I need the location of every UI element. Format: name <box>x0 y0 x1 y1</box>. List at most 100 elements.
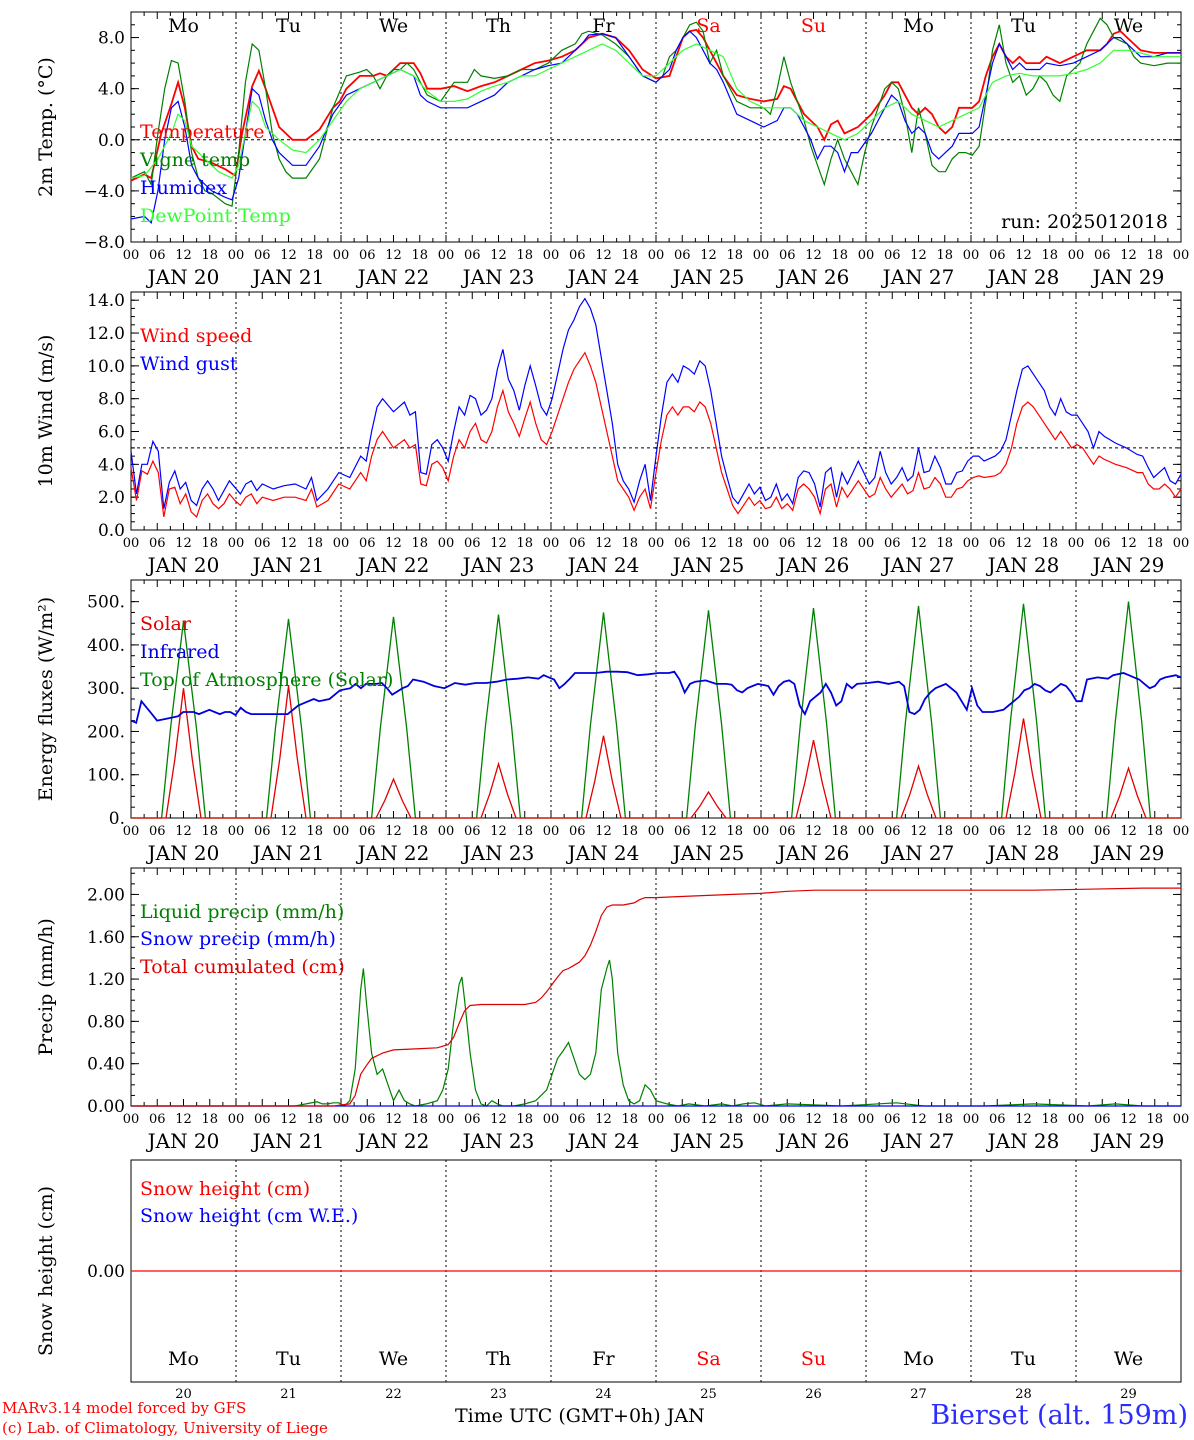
hour-tick-label: 06 <box>674 824 691 839</box>
date-label: JAN 28 <box>986 265 1060 289</box>
hour-tick-label: 06 <box>359 536 376 551</box>
y-tick-label: 8.0 <box>98 29 125 49</box>
hour-tick-label: 00 <box>228 248 245 263</box>
hour-tick-label: 00 <box>858 248 875 263</box>
hour-tick-label: 12 <box>1015 536 1032 551</box>
date-label: JAN 26 <box>776 1129 850 1153</box>
day-number-label: 25 <box>700 1387 717 1402</box>
station-name: Bierset (alt. 159m) <box>930 1400 1188 1431</box>
y-axis-label: 2m Temp. (°C) <box>35 57 57 197</box>
chart-panel-1: 00 06 12 18 JAN 20 00 06 12 18 JAN 21 00 06 12 18 JAN … <box>35 11 1189 289</box>
hour-tick-label: 18 <box>831 1112 848 1127</box>
hour-tick-label: 06 <box>779 536 796 551</box>
day-name-label: Fr <box>592 15 615 37</box>
date-label: JAN 20 <box>146 265 220 289</box>
y-tick-label: 0.40 <box>87 1055 125 1075</box>
series-line-solar <box>131 685 1181 819</box>
y-tick-label: 8.0 <box>98 390 125 410</box>
hour-tick-label: 00 <box>648 248 665 263</box>
hour-tick-label: 06 <box>254 824 271 839</box>
hour-tick-label: 18 <box>726 1112 743 1127</box>
hour-tick-label: 06 <box>569 1112 586 1127</box>
legend-entry: Wind speed <box>140 325 252 347</box>
date-label: JAN 27 <box>881 1129 955 1153</box>
date-label: JAN 24 <box>566 265 640 289</box>
date-label: JAN 24 <box>566 1129 640 1153</box>
y-axis-label: Energy fluxes (W/m²) <box>35 597 57 801</box>
hour-tick-label: 00 <box>1068 1112 1085 1127</box>
date-label: JAN 27 <box>881 553 955 577</box>
hour-tick-label: 06 <box>779 248 796 263</box>
hour-tick-label: 00 <box>438 248 455 263</box>
day-name-label: Mo <box>903 1348 934 1370</box>
y-tick-label: 300. <box>87 679 125 699</box>
date-label: JAN 25 <box>671 553 745 577</box>
day-number-label: 21 <box>280 1387 297 1402</box>
day-name-label: Sa <box>696 15 720 37</box>
hour-tick-label: 00 <box>438 536 455 551</box>
date-label: JAN 26 <box>776 553 850 577</box>
hour-tick-label: 18 <box>516 1112 533 1127</box>
y-tick-label: −8.0 <box>84 233 125 253</box>
hour-tick-label: 12 <box>595 248 612 263</box>
hour-tick-label: 18 <box>831 824 848 839</box>
day-name-label: Mo <box>168 1348 199 1370</box>
legend-entry: Humidex <box>140 177 227 199</box>
date-label: JAN 26 <box>776 841 850 865</box>
day-name-label: Th <box>486 15 511 37</box>
hour-tick-label: 06 <box>989 248 1006 263</box>
chart-panel-3: 00 06 12 18 JAN 20 00 06 12 18 JAN 21 00 06 12 18 JAN … <box>35 579 1189 865</box>
hour-tick-label: 00 <box>753 824 770 839</box>
hour-tick-label: 18 <box>726 824 743 839</box>
hour-tick-label: 12 <box>805 1112 822 1127</box>
chart-panel-2: 00 06 12 18 JAN 20 00 06 12 18 JAN 21 00 06 12 18 JAN … <box>35 291 1189 577</box>
date-label: JAN 28 <box>986 1129 1060 1153</box>
hour-tick-label: 00 <box>333 536 350 551</box>
hour-tick-label: 12 <box>490 1112 507 1127</box>
hour-tick-label: 18 <box>936 1112 953 1127</box>
hour-tick-label: 12 <box>490 248 507 263</box>
series-line-liquid-precip-mm-h- <box>131 959 1181 1107</box>
hour-tick-label: 00 <box>438 1112 455 1127</box>
y-tick-label: 6.0 <box>98 423 125 443</box>
hour-tick-label: 12 <box>1015 248 1032 263</box>
hour-tick-label: 18 <box>1041 536 1058 551</box>
y-tick-label: 1.20 <box>87 970 125 990</box>
y-tick-label: 10.0 <box>87 357 125 377</box>
hour-tick-label: 12 <box>490 824 507 839</box>
hour-tick-label: 18 <box>1146 824 1163 839</box>
hour-tick-label: 12 <box>595 1112 612 1127</box>
day-name-label: Tu <box>276 1348 301 1370</box>
y-axis-label: 10m Wind (m/s) <box>35 335 57 488</box>
hour-tick-label: 06 <box>149 536 166 551</box>
hour-tick-label: 00 <box>123 824 140 839</box>
hour-tick-label: 06 <box>989 1112 1006 1127</box>
hour-tick-label: 12 <box>700 536 717 551</box>
legend-entry: Wind gust <box>140 353 238 375</box>
hour-tick-label: 06 <box>254 248 271 263</box>
hour-tick-label: 00 <box>228 824 245 839</box>
day-number-label: 26 <box>805 1387 822 1402</box>
date-label: JAN 23 <box>461 265 535 289</box>
hour-tick-label: 00 <box>333 824 350 839</box>
day-number-label: 22 <box>385 1387 402 1402</box>
y-tick-label: 0. <box>109 809 125 829</box>
day-number-label: 29 <box>1120 1387 1137 1402</box>
hour-tick-label: 00 <box>648 824 665 839</box>
y-tick-label: 4.0 <box>98 80 125 100</box>
date-label: JAN 20 <box>146 1129 220 1153</box>
date-label: JAN 29 <box>1091 1129 1165 1153</box>
hour-tick-label: 12 <box>280 1112 297 1127</box>
hour-tick-label: 00 <box>123 1112 140 1127</box>
date-label: JAN 28 <box>986 553 1060 577</box>
hour-tick-label: 18 <box>306 824 323 839</box>
hour-tick-label: 06 <box>989 824 1006 839</box>
day-name-label: Mo <box>903 15 934 37</box>
hour-tick-label: 18 <box>306 536 323 551</box>
hour-tick-label: 06 <box>359 1112 376 1127</box>
legend-entry: Snow height (cm) <box>140 1178 310 1200</box>
hour-tick-label: 00 <box>963 1112 980 1127</box>
hour-tick-label: 00 <box>228 1112 245 1127</box>
hour-tick-label: 18 <box>621 1112 638 1127</box>
hour-tick-label: 18 <box>1041 1112 1058 1127</box>
